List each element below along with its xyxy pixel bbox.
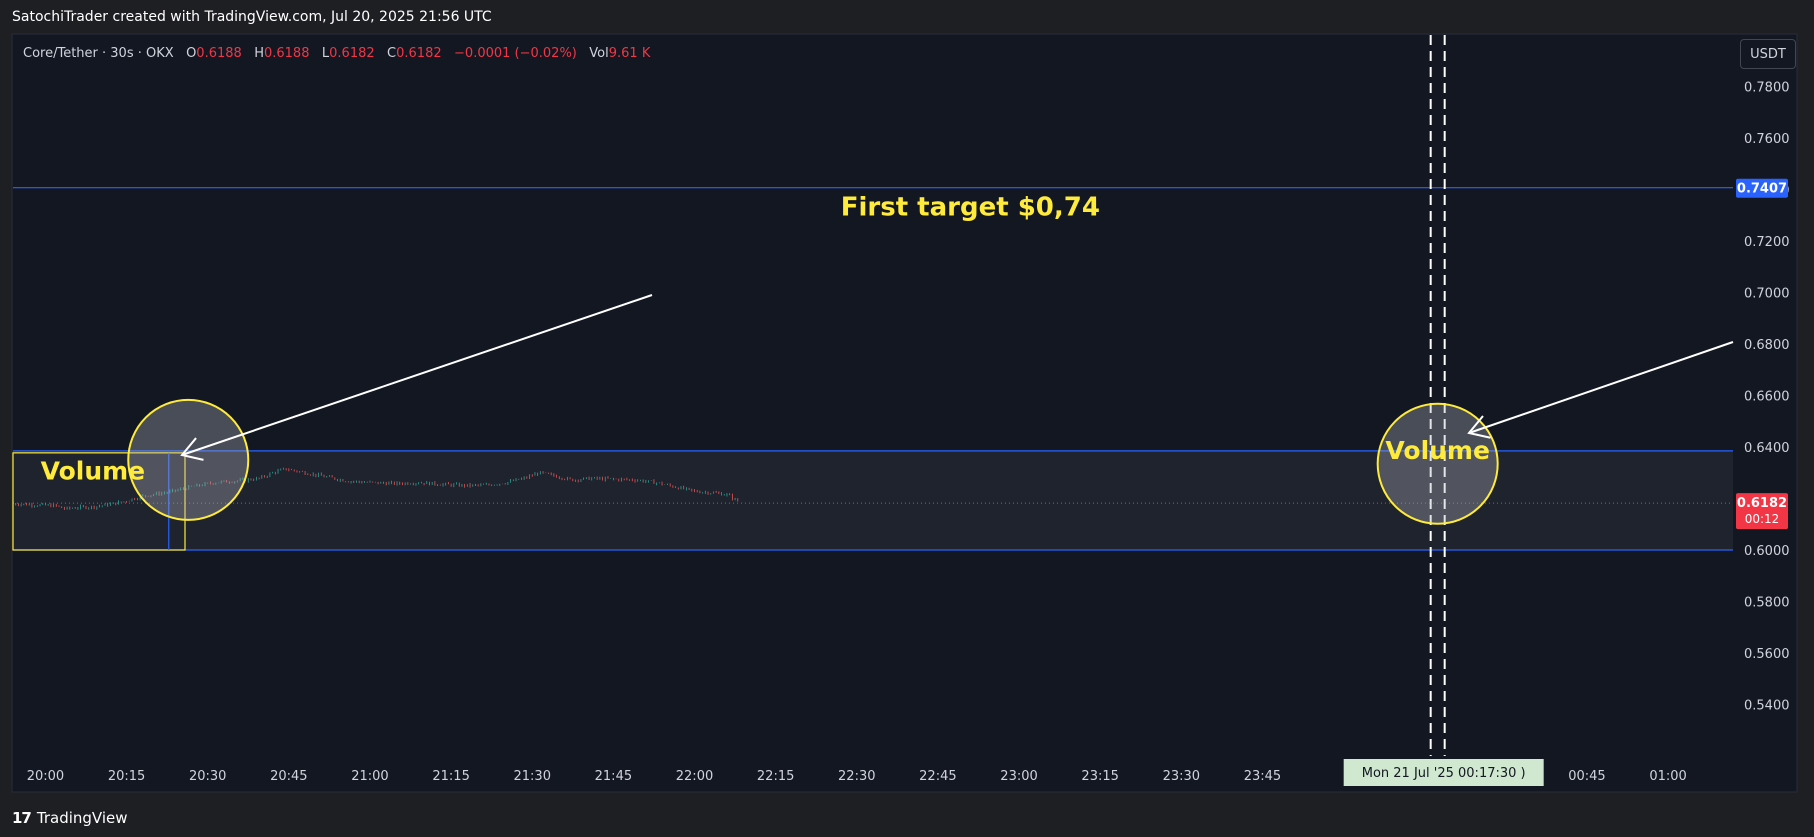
open-label: O <box>186 46 197 61</box>
y-tick-label: 0.6000 <box>1744 544 1790 559</box>
annotation-text: First target $0,74 <box>841 193 1100 223</box>
x-tick-label: 21:30 <box>514 769 551 784</box>
low-label: L <box>321 46 330 61</box>
change-value: −0.0001 (−0.02%) <box>454 46 577 61</box>
tradingview-logo-icon: 17 <box>12 809 32 827</box>
x-tick-label: 20:30 <box>189 769 226 784</box>
current-price-tag <box>1736 493 1788 530</box>
x-tick-label: 21:15 <box>432 769 469 784</box>
time-marker-label: Mon 21 Jul '25 00:17:30 ) <box>1362 766 1526 781</box>
footer-brand: 17 TradingView <box>12 809 128 827</box>
symbol-label[interactable]: Core/Tether · 30s · OKX <box>23 46 174 61</box>
high-value: 0.6188 <box>263 46 310 61</box>
countdown-label: 00:12 <box>1745 512 1780 526</box>
x-tick-label: 00:45 <box>1568 769 1605 784</box>
close-label: C <box>387 46 397 61</box>
open-value: 0.6188 <box>196 46 242 61</box>
annotation-text: Volume <box>1385 436 1490 465</box>
x-tick-label: 20:00 <box>27 769 64 784</box>
arrow-line <box>181 294 653 456</box>
currency-button[interactable]: USDT <box>1740 39 1796 69</box>
arrow-head <box>180 437 204 461</box>
volume-value: 9.61 K <box>608 46 651 61</box>
x-tick-label: 23:45 <box>1244 769 1281 784</box>
y-tick-label: 0.6800 <box>1744 338 1790 353</box>
x-tick-label: 22:15 <box>757 769 794 784</box>
highlight-circle <box>127 398 250 521</box>
low-value: 0.6182 <box>329 46 375 61</box>
range-zone <box>13 450 1733 550</box>
y-tick-label: 0.6600 <box>1744 390 1790 405</box>
y-tick-label: 0.5400 <box>1744 699 1790 714</box>
x-tick-label: 23:00 <box>1000 769 1037 784</box>
footer-brand-text: TradingView <box>36 809 128 827</box>
chart-caption: SatochiTrader created with TradingView.c… <box>12 9 492 25</box>
current-price-label: 0.6182 <box>1737 496 1787 511</box>
x-tick-label: 23:15 <box>1081 769 1118 784</box>
y-tick-label: 0.7800 <box>1744 81 1790 96</box>
y-tick-label: 0.5600 <box>1744 647 1790 662</box>
y-tick-label: 0.7000 <box>1744 287 1790 302</box>
x-tick-label: 01:00 <box>1649 769 1686 784</box>
volume-box <box>12 452 186 551</box>
y-tick-label: 0.6400 <box>1744 441 1790 456</box>
plot-area <box>13 35 1733 756</box>
annotation-text: Volume <box>41 456 146 485</box>
y-tick-label: 0.7600 <box>1744 132 1790 147</box>
x-tick-label: 23:30 <box>1163 769 1200 784</box>
level-price-tag <box>1736 178 1788 198</box>
y-tick-label: 0.7200 <box>1744 235 1790 250</box>
volume-label: Vol <box>589 46 609 61</box>
x-tick-label: 22:45 <box>919 769 956 784</box>
x-tick-label: 20:15 <box>108 769 145 784</box>
price-chart[interactable]: 0.78000.76000.74000.72000.70000.68000.66… <box>0 0 1814 800</box>
y-tick-label: 0.5800 <box>1744 596 1790 611</box>
ohlc-legend: Core/Tether · 30s · OKX O0.6188 H0.6188 … <box>23 46 650 61</box>
high-label: H <box>254 46 264 61</box>
x-tick-label: 20:45 <box>270 769 307 784</box>
close-value: 0.6182 <box>396 46 442 61</box>
x-tick-label: 22:00 <box>676 769 713 784</box>
x-tick-label: 22:30 <box>838 769 875 784</box>
time-marker-tag <box>1343 759 1544 786</box>
candles <box>12 467 739 510</box>
arrow-head <box>1467 415 1491 439</box>
x-tick-label: 21:45 <box>595 769 632 784</box>
highlight-circle <box>1376 402 1499 525</box>
level-price-label: 0.7407 <box>1737 182 1787 197</box>
x-tick-label: 21:00 <box>351 769 388 784</box>
arrow-line <box>1468 341 1734 434</box>
